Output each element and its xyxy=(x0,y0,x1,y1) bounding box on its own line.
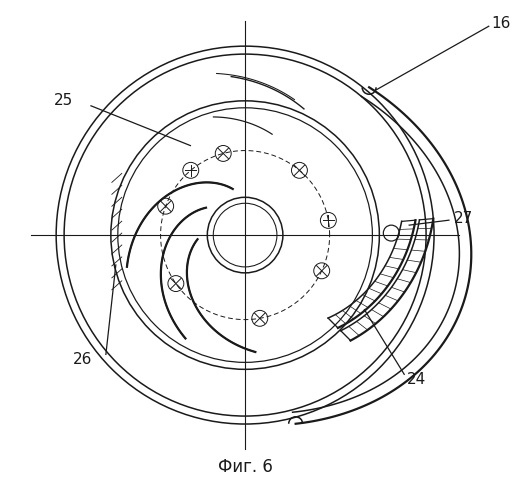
Text: 25: 25 xyxy=(54,94,73,108)
Text: 24: 24 xyxy=(407,372,426,387)
Text: 16: 16 xyxy=(492,16,511,31)
Text: 27: 27 xyxy=(454,210,473,226)
Text: Фиг. 6: Фиг. 6 xyxy=(218,458,272,476)
Text: 26: 26 xyxy=(73,352,93,367)
